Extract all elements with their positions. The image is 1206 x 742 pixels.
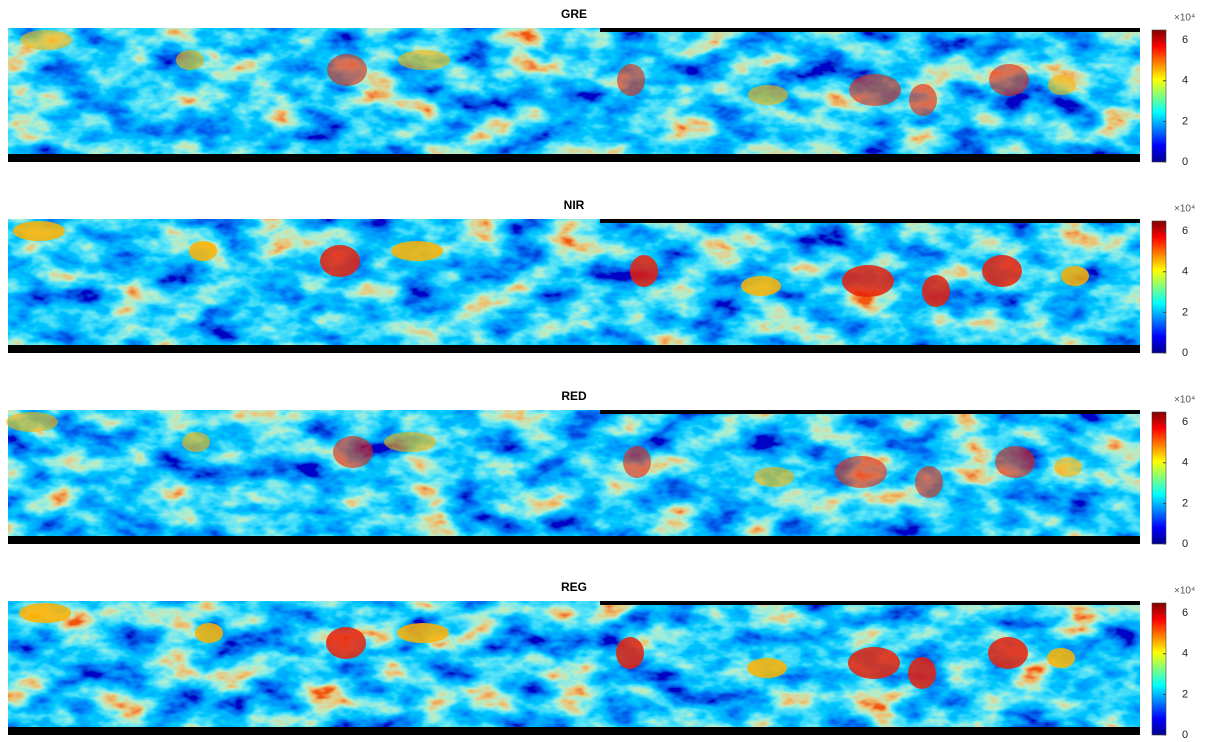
image-border-bottom <box>8 154 1140 162</box>
plant-blob <box>849 74 901 106</box>
colorbar-tick-label: 2 <box>1182 688 1188 700</box>
plant-blob <box>13 221 65 241</box>
colorbar <box>1151 220 1167 354</box>
plant-blob <box>20 30 72 50</box>
plant-blob <box>623 446 651 478</box>
image-border-top <box>600 601 1140 605</box>
colorbar-tick-label: 0 <box>1182 538 1188 550</box>
plant-blob <box>320 245 360 277</box>
plant-blob <box>989 64 1029 96</box>
colorbar <box>1151 411 1167 545</box>
image-texture <box>8 219 1140 353</box>
colorbar-tick-label: 0 <box>1182 347 1188 359</box>
plant-blob <box>982 255 1022 287</box>
colorbar-tick-label: 6 <box>1182 607 1188 619</box>
plant-blob <box>630 255 658 287</box>
plant-blob <box>922 275 950 307</box>
colorbar-scale-label: ×10⁴ <box>1174 586 1195 597</box>
image-texture <box>8 410 1140 544</box>
image-border-top <box>600 28 1140 32</box>
image-texture <box>8 601 1140 735</box>
colorbar-scale-label: ×10⁴ <box>1174 395 1195 406</box>
colorbar-scale-label: ×10⁴ <box>1174 13 1195 24</box>
plant-blob <box>909 84 937 116</box>
panel-title: NIR <box>564 198 585 212</box>
plant-blob <box>391 241 443 261</box>
plant-blob <box>915 466 943 498</box>
plant-blob <box>1047 648 1075 668</box>
plant-blob <box>617 64 645 96</box>
colorbar-tick-label: 2 <box>1182 497 1188 509</box>
plant-blob <box>908 657 936 689</box>
plant-blob <box>848 647 900 679</box>
colorbar-tick-label: 4 <box>1182 266 1188 278</box>
plant-blob <box>398 50 450 70</box>
plant-blob <box>333 436 373 468</box>
colorbar-tick-label: 0 <box>1182 729 1188 741</box>
panel-title: REG <box>561 580 587 594</box>
plant-blob <box>842 265 894 297</box>
image-border-bottom <box>8 536 1140 544</box>
plant-blob <box>182 432 210 452</box>
colorbar-tick-label: 4 <box>1182 75 1188 87</box>
plant-blob <box>741 276 781 296</box>
colorbar-tick-label: 0 <box>1182 156 1188 168</box>
image-texture <box>8 28 1140 162</box>
image-border-bottom <box>8 727 1140 735</box>
colorbar-tick-label: 4 <box>1182 648 1188 660</box>
colorbar-scale-label: ×10⁴ <box>1174 204 1195 215</box>
colorbar-tick-label: 2 <box>1182 306 1188 318</box>
plant-blob <box>195 623 223 643</box>
colorbar-tick-label: 4 <box>1182 457 1188 469</box>
plant-blob <box>6 412 58 432</box>
panel-title: RED <box>561 389 587 403</box>
panel-title: GRE <box>561 7 587 21</box>
plant-blob <box>397 623 449 643</box>
colorbar-tick-label: 6 <box>1182 34 1188 46</box>
plant-blob <box>1054 457 1082 477</box>
plant-blob <box>616 637 644 669</box>
plant-blob <box>327 54 367 86</box>
plant-blob <box>747 658 787 678</box>
plant-blob <box>19 603 71 623</box>
image-border-top <box>600 219 1140 223</box>
plant-blob <box>189 241 217 261</box>
plant-blob <box>326 627 366 659</box>
image-border-bottom <box>8 345 1140 353</box>
image-border-top <box>600 410 1140 414</box>
plant-blob <box>988 637 1028 669</box>
plant-blob <box>748 85 788 105</box>
plant-blob <box>1048 75 1076 95</box>
plant-blob <box>176 50 204 70</box>
plant-blob <box>754 467 794 487</box>
plant-blob <box>835 456 887 488</box>
colorbar <box>1151 29 1167 163</box>
colorbar-tick-label: 2 <box>1182 115 1188 127</box>
plant-blob <box>995 446 1035 478</box>
colorbar <box>1151 602 1167 736</box>
colorbar-tick-label: 6 <box>1182 416 1188 428</box>
plant-blob <box>384 432 436 452</box>
plant-blob <box>1061 266 1089 286</box>
colorbar-tick-label: 6 <box>1182 225 1188 237</box>
